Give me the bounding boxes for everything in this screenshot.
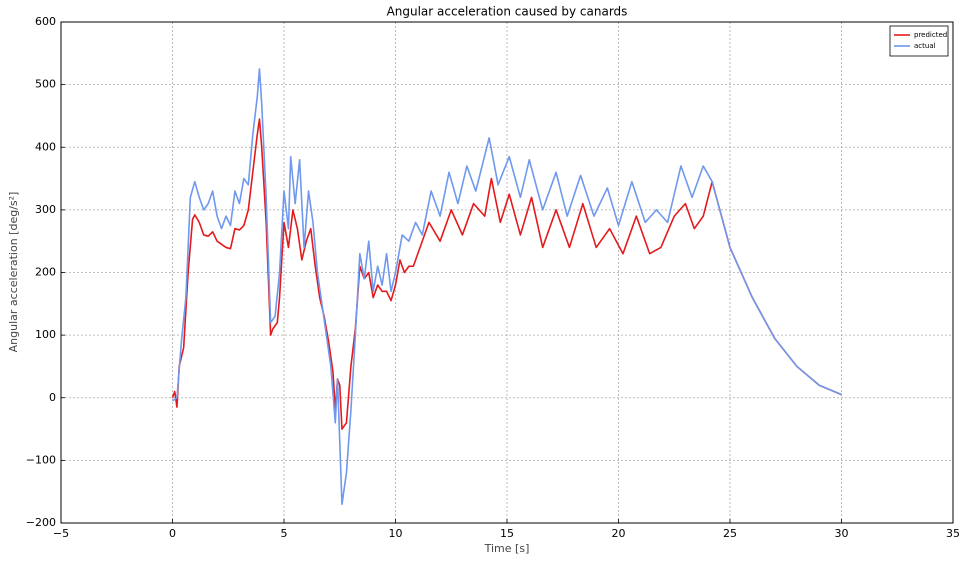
x-axis-label: Time [s] [484,542,530,555]
legend-box [889,25,949,57]
series-line [172,68,842,506]
y-tick-label: 0 [49,391,56,404]
x-tick-label: 5 [281,527,288,540]
y-tick-label: −100 [26,453,56,466]
x-tick-label: 0 [169,527,176,540]
y-tick-label: −200 [26,516,56,529]
chart-title: Angular acceleration caused by canards [387,5,628,19]
y-tick-label: 400 [35,140,56,153]
x-tick-label: 35 [946,527,960,540]
legend-label: predicted [914,31,947,39]
y-tick-label: 600 [35,15,56,28]
legend-label: actual [914,42,936,50]
x-tick-label: 10 [389,527,403,540]
plot-frame [60,21,954,524]
y-axis-label: Angular acceleration [deg/s²] [7,192,20,353]
x-tick-label: 30 [835,527,849,540]
x-tick-label: 25 [723,527,737,540]
y-tick-label: 200 [35,266,56,279]
y-tick-label: 300 [35,203,56,216]
series-line [171,118,842,430]
y-tick-label: 100 [35,328,56,341]
x-tick-label: −5 [53,527,69,540]
y-tick-label: 500 [35,78,56,91]
x-tick-label: 20 [612,527,626,540]
x-tick-label: 15 [500,527,514,540]
